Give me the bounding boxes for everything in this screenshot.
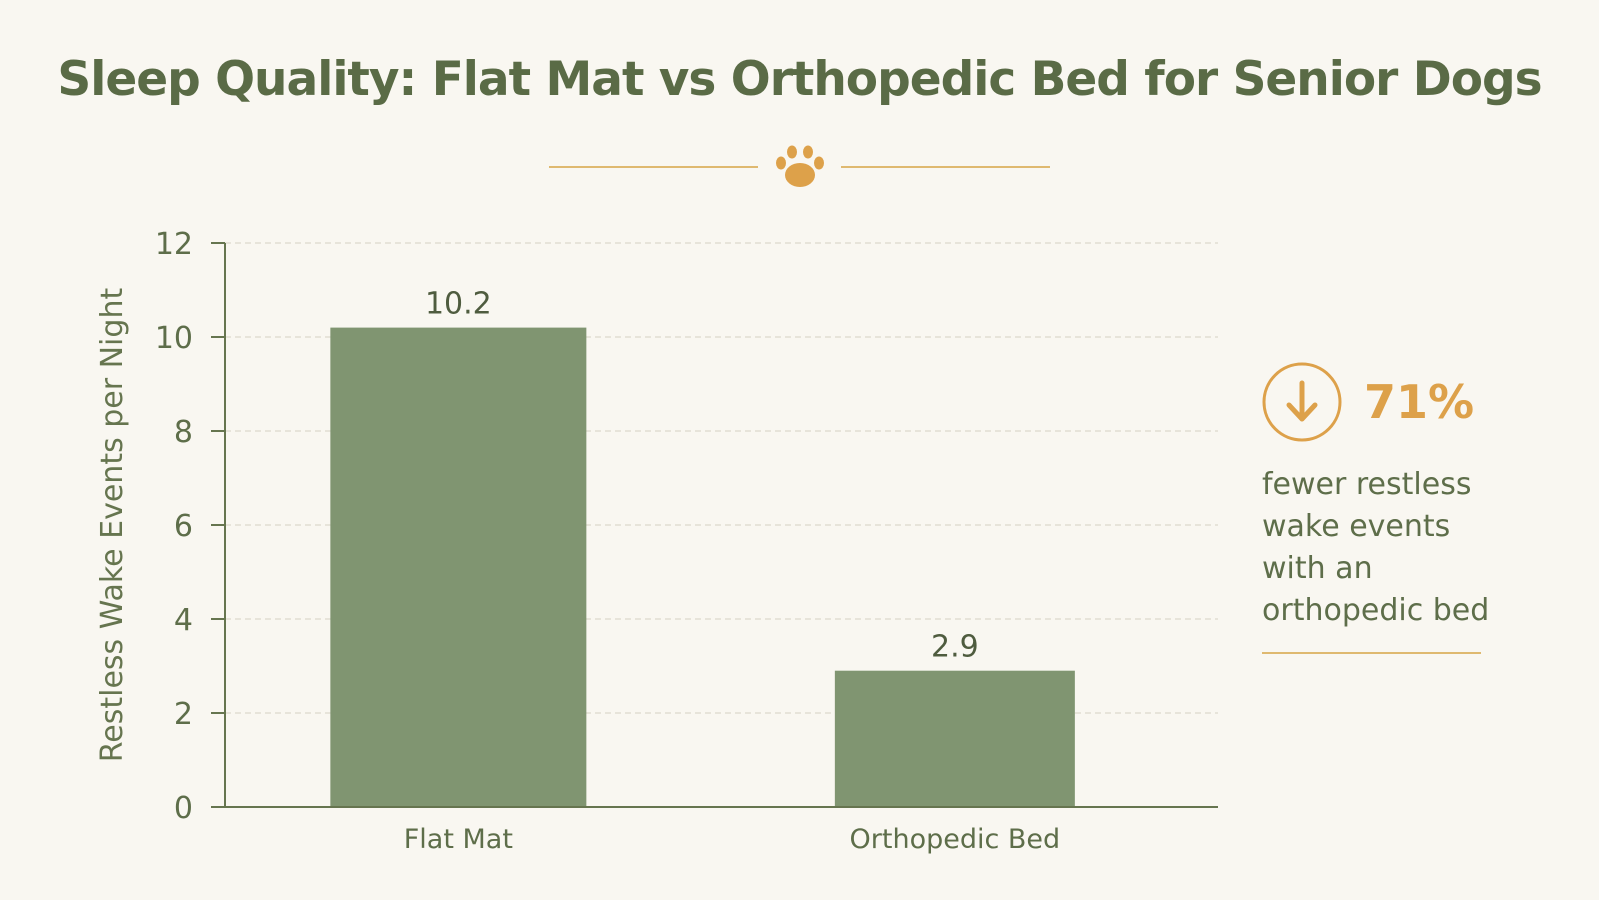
down-arrow-circle-icon — [1262, 362, 1342, 442]
y-tick-label: 10 — [155, 321, 193, 356]
x-tick-label: Orthopedic Bed — [850, 824, 1061, 855]
y-axis-label: Restless Wake Events per Night — [95, 288, 130, 763]
y-tick-label: 4 — [174, 603, 193, 638]
reduction-percent: 71% — [1364, 375, 1475, 429]
y-tick-label: 12 — [155, 227, 193, 262]
title-divider — [549, 145, 1050, 187]
reduction-description: fewer restless wake events with an ortho… — [1262, 467, 1490, 628]
y-tick-label: 8 — [174, 415, 193, 450]
bar-value-label: 2.9 — [931, 630, 979, 665]
labels: 10.2 Flat Mat 2.9 Orthopedic Bed — [404, 287, 1060, 855]
y-ticks: 0 2 4 6 8 10 12 — [155, 227, 225, 826]
bar — [330, 327, 587, 807]
bar-value-label: 10.2 — [425, 287, 492, 322]
bars — [330, 327, 1075, 807]
x-tick-label: Flat Mat — [404, 824, 513, 855]
y-tick-label: 0 — [174, 791, 193, 826]
bar — [834, 670, 1075, 807]
paw-print-icon — [776, 145, 824, 187]
reduction-callout: 71% fewer restless wake events with an o… — [1262, 362, 1522, 654]
y-tick-label: 2 — [174, 697, 193, 732]
callout-underline — [1262, 652, 1481, 654]
chart-title: Sleep Quality: Flat Mat vs Orthopedic Be… — [57, 52, 1542, 107]
y-tick-label: 6 — [174, 509, 193, 544]
